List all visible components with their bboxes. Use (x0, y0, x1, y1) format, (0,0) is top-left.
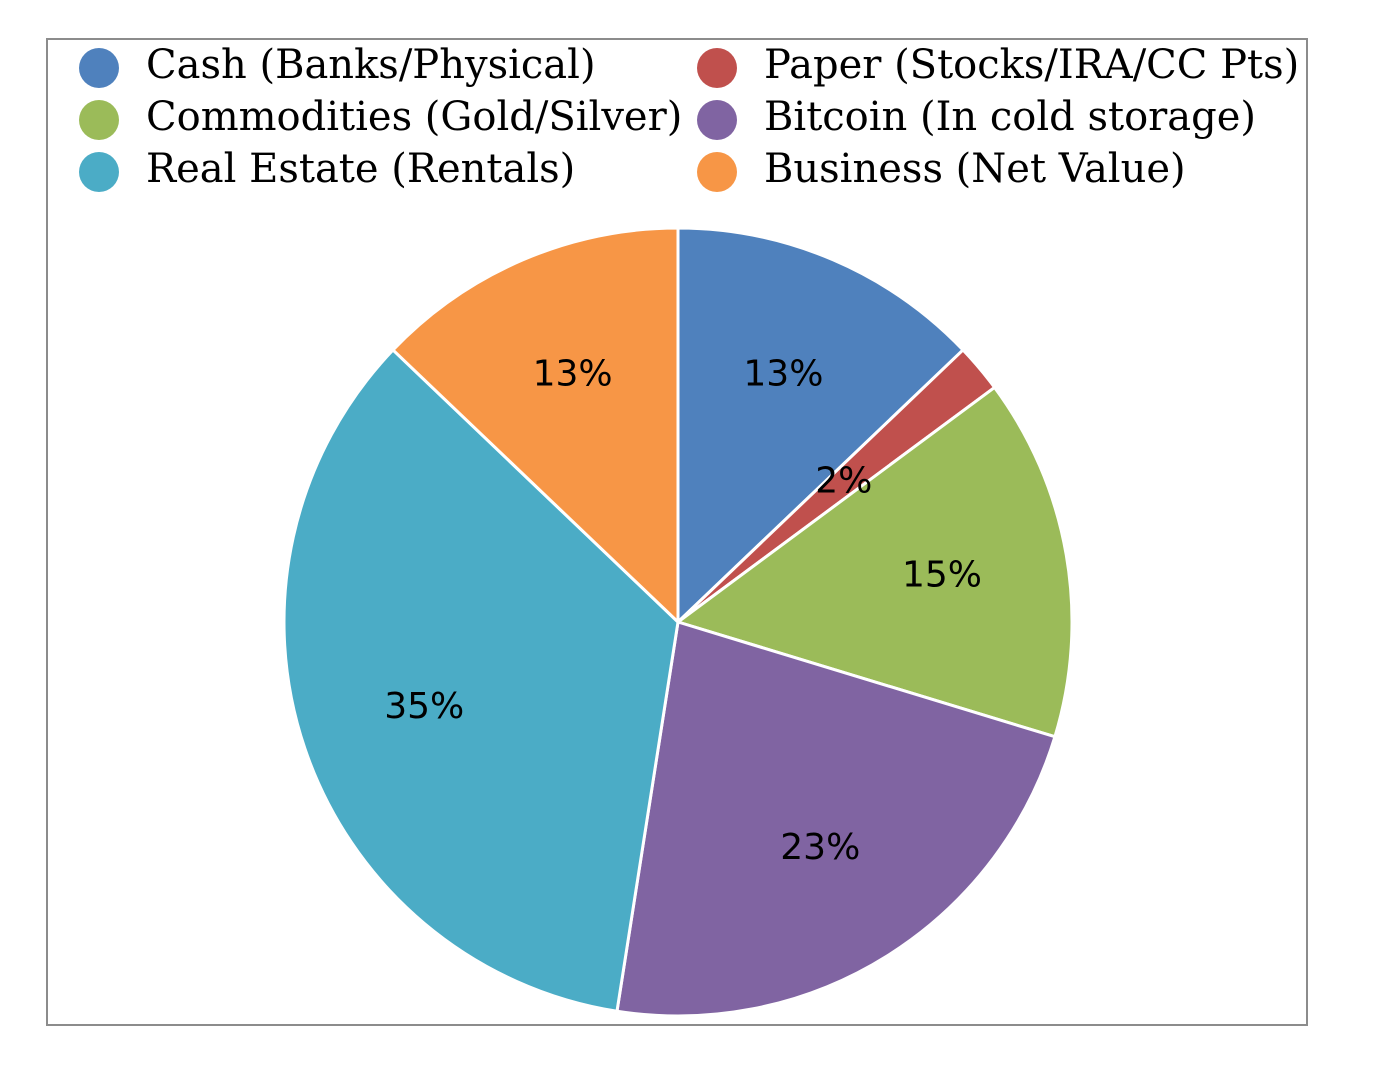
legend-label-bitcoin-in-cold-storage: Bitcoin (In cold storage) (764, 94, 1256, 140)
legend-marker-cash-banks-physical (79, 48, 119, 88)
legend: Cash (Banks/Physical) Paper (Stocks/IRA/C… (79, 42, 1299, 192)
slice-label-commodities-gold-silver: 15% (902, 554, 982, 595)
legend-label-real-estate-rentals: Real Estate (Rentals) (146, 146, 575, 192)
legend-marker-commodities-gold-silver (79, 100, 119, 140)
legend-label-commodities-gold-silver: Commodities (Gold/Silver) (146, 94, 682, 140)
legend-item-paper-stocks-ira-cc-pts: Paper (Stocks/IRA/CC Pts) (697, 42, 1299, 88)
legend-label-cash-banks-physical: Cash (Banks/Physical) (146, 42, 596, 88)
legend-item-commodities-gold-silver: Commodities (Gold/Silver) (79, 94, 682, 140)
legend-marker-business-net-value (697, 152, 737, 192)
slice-label-bitcoin-in-cold-storage: 23% (780, 827, 860, 868)
pie-slice-bitcoin-in-cold-storage (615, 620, 1057, 1018)
legend-marker-bitcoin-in-cold-storage (697, 100, 737, 140)
pie-slice-cash-banks-physical (676, 226, 965, 624)
legend-item-cash-banks-physical: Cash (Banks/Physical) (79, 42, 596, 88)
slice-labels: 13% 2% 15% 23% 35% 13% (384, 354, 982, 868)
pie-slices (282, 226, 1074, 1018)
pie-slice-real-estate-rentals (282, 348, 680, 1013)
slice-label-cash-banks-physical: 13% (743, 354, 823, 395)
pie-slice-business-net-value (391, 226, 680, 624)
pie-slice-commodities-gold-silver (676, 385, 1074, 739)
legend-item-business-net-value: Business (Net Value) (697, 146, 1186, 192)
slice-label-real-estate-rentals: 35% (384, 686, 464, 727)
legend-marker-real-estate-rentals (79, 152, 119, 192)
legend-marker-paper-stocks-ira-cc-pts (697, 48, 737, 88)
legend-label-business-net-value: Business (Net Value) (764, 146, 1186, 192)
legend-item-real-estate-rentals: Real Estate (Rentals) (79, 146, 575, 192)
legend-item-bitcoin-in-cold-storage: Bitcoin (In cold storage) (697, 94, 1256, 140)
slice-label-paper-stocks-ira-cc-pts: 2% (815, 460, 872, 501)
slice-label-business-net-value: 13% (533, 354, 613, 395)
legend-label-paper-stocks-ira-cc-pts: Paper (Stocks/IRA/CC Pts) (764, 42, 1299, 88)
